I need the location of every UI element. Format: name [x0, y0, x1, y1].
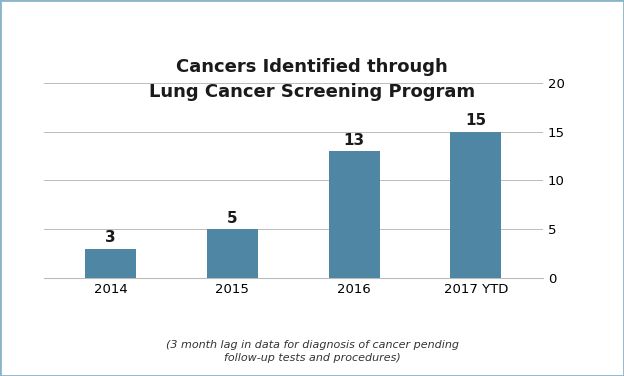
Bar	[329, 151, 380, 278]
Text: Cancers Identified through
Lung Cancer Screening Program: Cancers Identified through Lung Cancer S…	[149, 58, 475, 101]
Text: 13: 13	[344, 133, 364, 148]
Text: (3 month lag in data for diagnosis of cancer pending
follow-up tests and procedu: (3 month lag in data for diagnosis of ca…	[165, 340, 459, 364]
Bar	[85, 249, 136, 278]
Text: Table 2.: Table 2.	[8, 9, 72, 24]
Bar	[207, 229, 258, 278]
Text: 5: 5	[227, 211, 238, 226]
Text: 15: 15	[466, 113, 487, 128]
Bar	[451, 132, 502, 278]
Text: 3: 3	[105, 230, 116, 246]
